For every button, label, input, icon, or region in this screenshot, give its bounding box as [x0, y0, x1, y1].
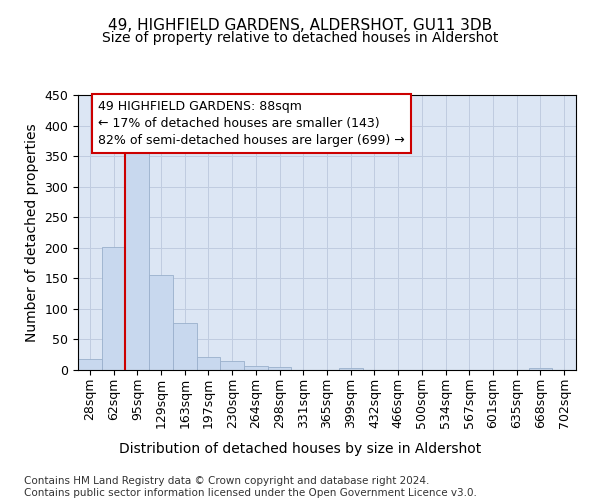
- Bar: [197, 356, 220, 370]
- Bar: [244, 366, 268, 370]
- Bar: [339, 368, 362, 370]
- Bar: [102, 246, 125, 370]
- Bar: [149, 276, 173, 370]
- Bar: [173, 323, 197, 370]
- Text: Size of property relative to detached houses in Aldershot: Size of property relative to detached ho…: [102, 31, 498, 45]
- Bar: [529, 368, 552, 370]
- Text: Distribution of detached houses by size in Aldershot: Distribution of detached houses by size …: [119, 442, 481, 456]
- Y-axis label: Number of detached properties: Number of detached properties: [25, 123, 39, 342]
- Text: 49, HIGHFIELD GARDENS, ALDERSHOT, GU11 3DB: 49, HIGHFIELD GARDENS, ALDERSHOT, GU11 3…: [108, 18, 492, 32]
- Bar: [268, 367, 292, 370]
- Bar: [125, 147, 149, 370]
- Text: Contains HM Land Registry data © Crown copyright and database right 2024.
Contai: Contains HM Land Registry data © Crown c…: [24, 476, 477, 498]
- Bar: [78, 359, 102, 370]
- Text: 49 HIGHFIELD GARDENS: 88sqm
← 17% of detached houses are smaller (143)
82% of se: 49 HIGHFIELD GARDENS: 88sqm ← 17% of det…: [98, 100, 405, 147]
- Bar: [220, 362, 244, 370]
